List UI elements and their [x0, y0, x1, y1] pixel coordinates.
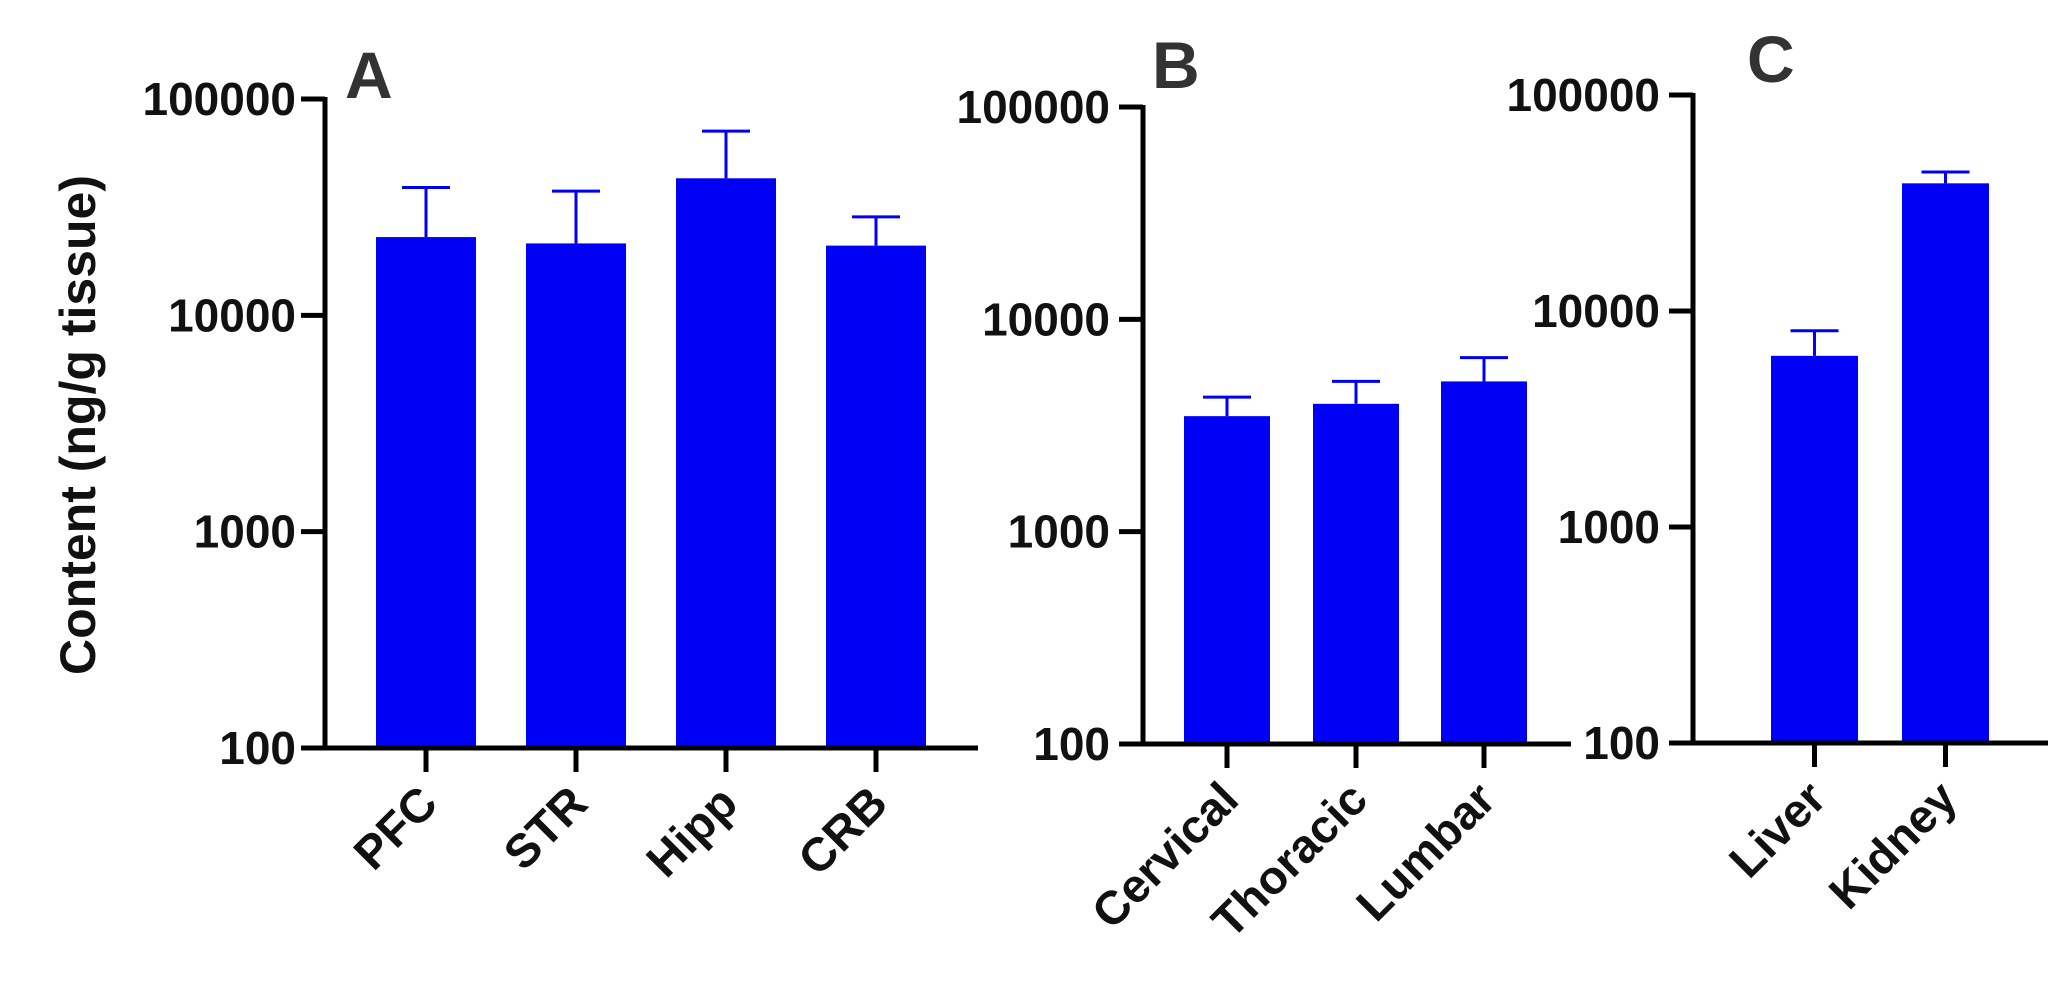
category-label-crb: CRB	[788, 776, 897, 885]
category-label-str: STR	[493, 776, 597, 880]
bar-kidney	[1902, 183, 1989, 743]
panel-a: PFC STR Hipp CRB 100 1000 10000 100000	[143, 73, 978, 887]
category-label-pfc: PFC	[343, 776, 447, 880]
panel-letter-c: C	[1747, 22, 1795, 96]
ylabel-group: Content (ng/g tissue)	[50, 175, 106, 675]
category-label-kidney: Kidney	[1818, 771, 1966, 919]
y-tick-label: 100000	[1507, 69, 1661, 121]
y-tick-label: 100	[1033, 718, 1110, 770]
y-tick-label: 1000	[194, 506, 296, 558]
y-axis-label: Content (ng/g tissue)	[50, 175, 106, 675]
bar-hipp	[676, 178, 776, 749]
bar-thoracic	[1313, 403, 1399, 744]
bar-crb	[826, 245, 926, 748]
panel-letter-b: B	[1152, 28, 1200, 102]
y-tick-label: 100000	[143, 73, 297, 125]
y-tick-label: 100000	[957, 81, 1111, 133]
panel-letter-a: A	[345, 38, 393, 112]
bar-liver	[1771, 355, 1858, 743]
y-tick-label: 10000	[168, 289, 296, 341]
category-label-liver: Liver	[1719, 771, 1836, 888]
y-tick-label: 100	[1583, 717, 1660, 769]
bar-pfc	[376, 237, 476, 749]
category-label-lumbar: Lumbar	[1346, 772, 1505, 931]
y-tick-label: 10000	[982, 293, 1110, 345]
y-tick-label: 1000	[1558, 501, 1660, 553]
category-label-hipp: Hipp	[636, 776, 747, 887]
bar-str	[526, 243, 626, 748]
y-tick-label: 10000	[1532, 285, 1660, 337]
bar-lumbar	[1441, 381, 1527, 744]
y-tick-label: 1000	[1008, 506, 1110, 558]
bar-cervical	[1184, 416, 1270, 744]
y-tick-label: 100	[219, 722, 296, 774]
